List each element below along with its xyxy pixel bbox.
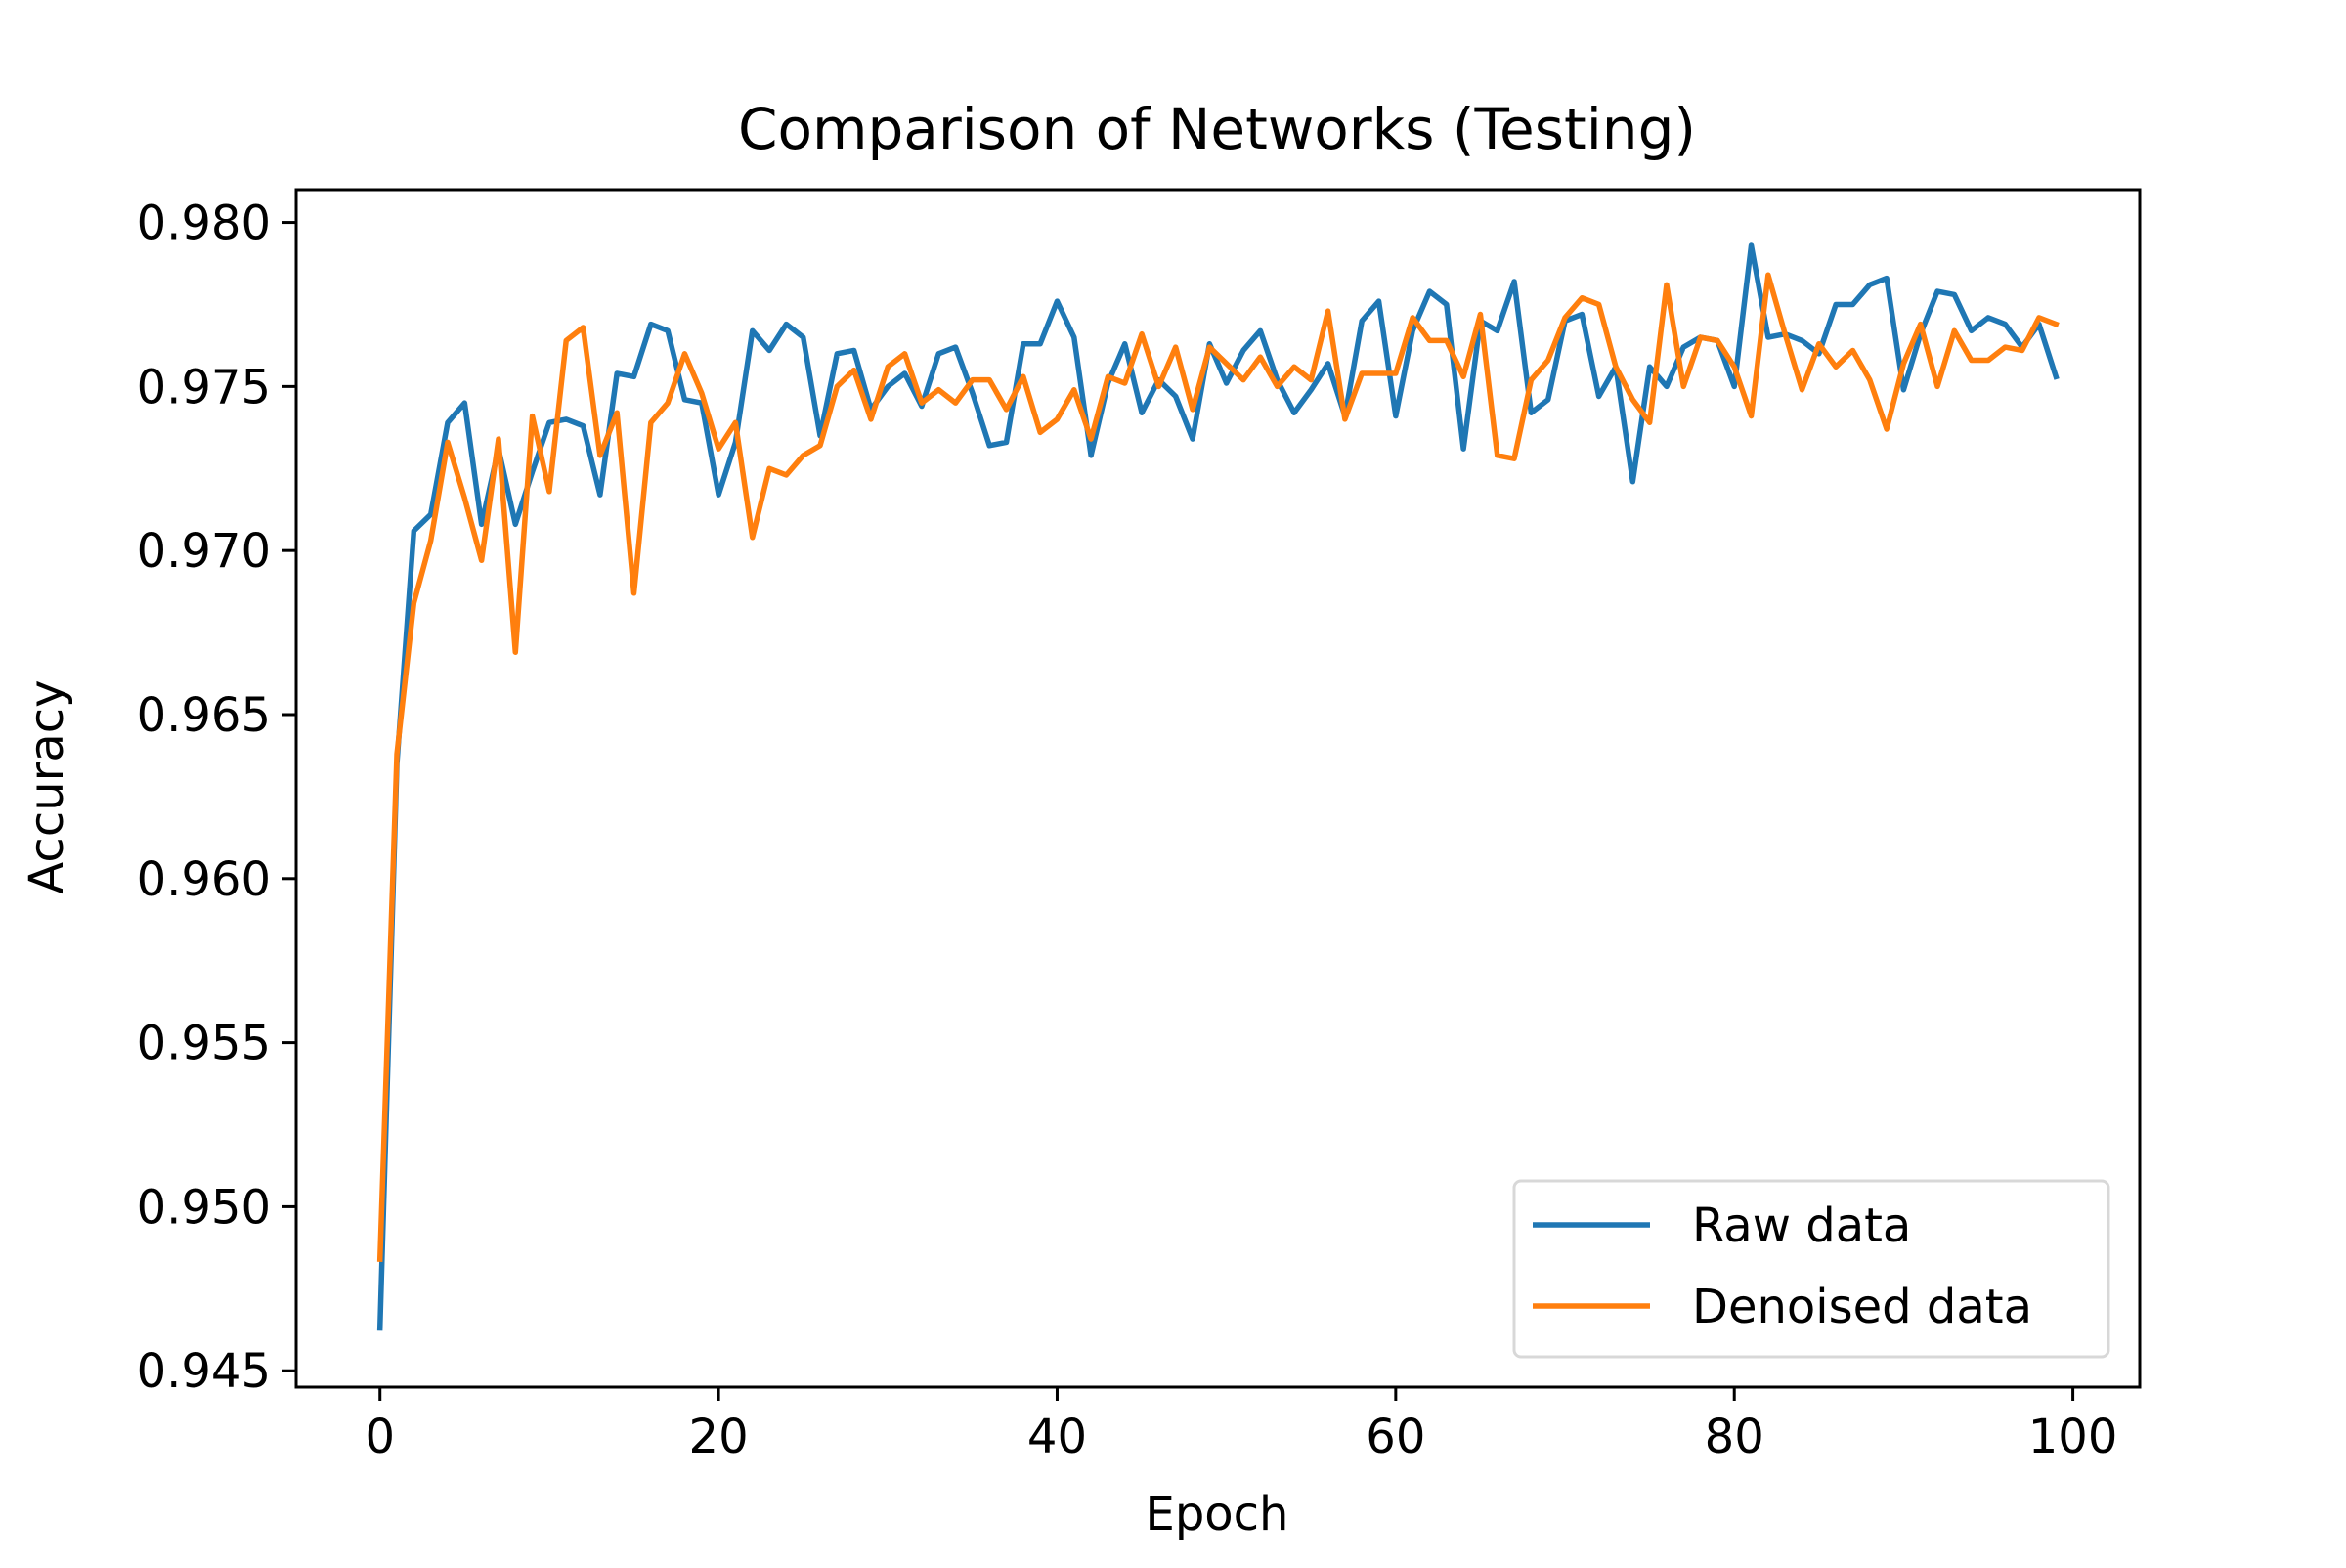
raw-data-line	[376, 242, 2060, 1331]
y-tick-label: 0.970	[137, 524, 271, 579]
y-tick-label: 0.980	[137, 196, 271, 251]
x-tick-label: 40	[1027, 1410, 1087, 1464]
x-tick-label: 80	[1705, 1410, 1764, 1464]
y-tick-label: 0.965	[137, 688, 271, 743]
series-layer	[376, 242, 2060, 1331]
y-tick-label: 0.955	[137, 1017, 271, 1071]
legend-denoised-data-label: Denoised data	[1692, 1280, 2032, 1334]
legend-box	[1512, 1179, 2110, 1359]
x-tick-label: 20	[689, 1410, 749, 1464]
legend: Raw data Denoised data	[1512, 1179, 2110, 1359]
chart-title: Comparison of Networks (Testing)	[738, 96, 1696, 162]
y-axis-ticks: 0.945 0.950 0.955 0.960 0.965 0.970 0.975 0.980	[137, 196, 296, 1399]
legend-raw-data-label: Raw data	[1692, 1198, 1911, 1253]
x-axis-ticks: 0 20 40 60 80 100	[365, 1387, 2117, 1464]
y-tick-label: 0.975	[137, 360, 271, 414]
y-tick-label: 0.945	[137, 1344, 271, 1399]
x-tick-label: 100	[2028, 1410, 2118, 1464]
x-tick-label: 0	[365, 1410, 395, 1464]
denoised-data-line	[376, 272, 2060, 1262]
y-tick-label: 0.950	[137, 1180, 271, 1235]
x-tick-label: 60	[1366, 1410, 1425, 1464]
y-axis-label: Accuracy	[20, 679, 74, 893]
plot-frame	[294, 188, 2142, 1389]
y-tick-label: 0.960	[137, 852, 271, 907]
x-axis-label: Epoch	[1146, 1487, 1289, 1542]
